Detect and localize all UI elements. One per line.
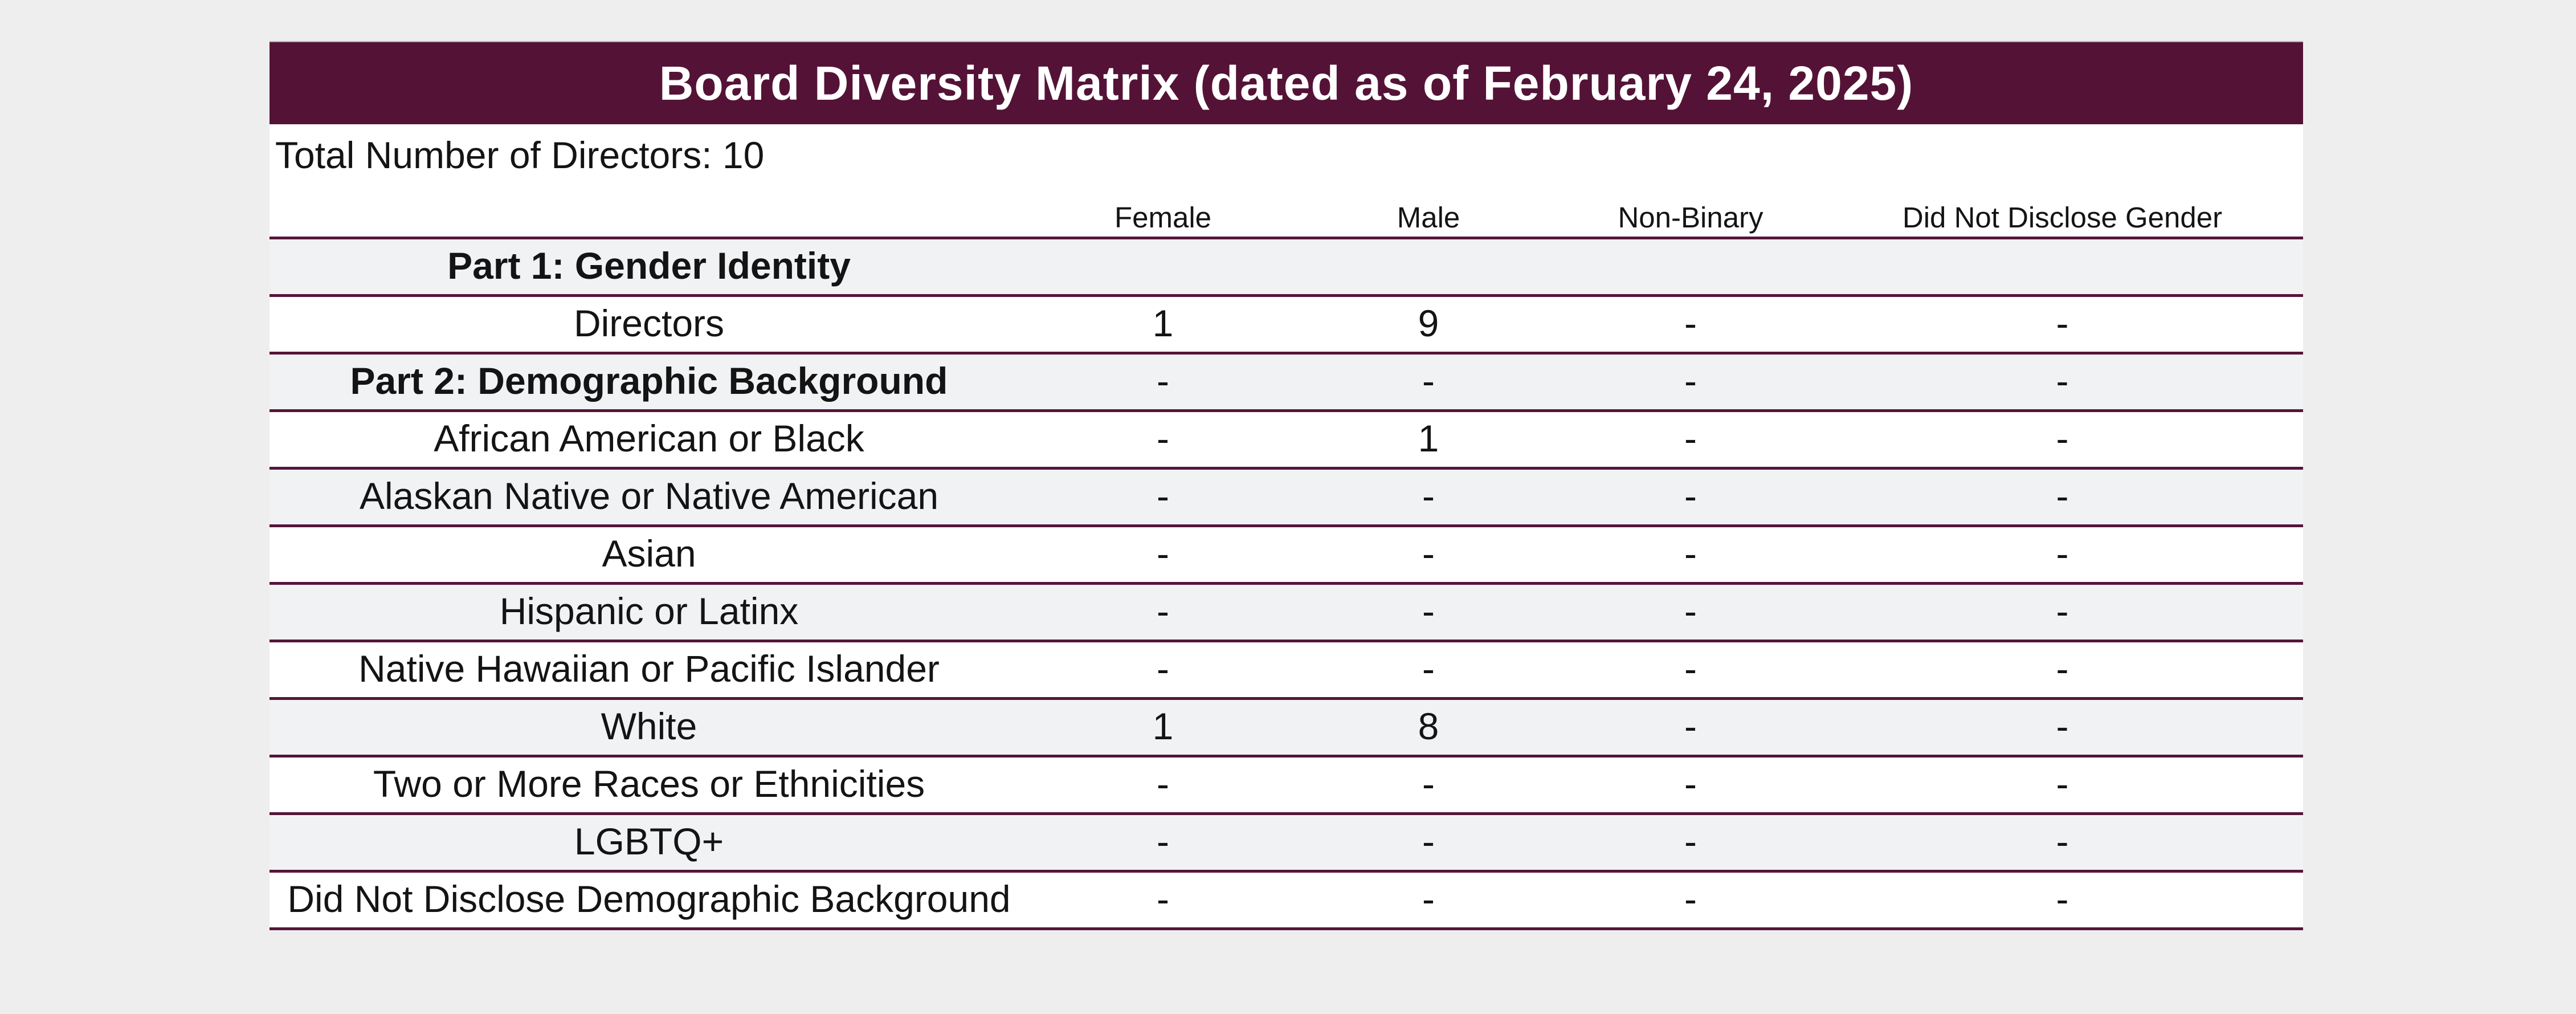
cell-female: 1 — [1028, 295, 1297, 355]
cell-male: - — [1297, 353, 1560, 412]
col-header-non-binary: Non-Binary — [1560, 178, 1822, 239]
col-header-did-not-disclose: Did Not Disclose Gender — [1822, 178, 2303, 239]
col-header-female: Female — [1028, 178, 1297, 239]
cell-female: - — [1028, 468, 1297, 527]
cell-did-not-disclose: - — [1822, 583, 2303, 642]
total-directors-line: Total Number of Directors: 10 — [270, 124, 2303, 178]
row-label: Part 2: Demographic Background — [270, 353, 1028, 412]
cell-non-binary: - — [1560, 468, 1822, 527]
cell-non-binary: - — [1560, 410, 1822, 470]
cell-male: - — [1297, 756, 1560, 815]
matrix-title: Board Diversity Matrix (dated as of Febr… — [659, 56, 1914, 110]
row-label: African American or Black — [270, 410, 1028, 470]
cell-female: - — [1028, 353, 1297, 412]
cell-non-binary: - — [1560, 641, 1822, 700]
cell-non-binary: - — [1560, 871, 1822, 930]
cell-did-not-disclose: - — [1822, 410, 2303, 470]
cell-female: - — [1028, 641, 1297, 700]
row-native-hawaiian-or-pacific-islander: Native Hawaiian or Pacific Islander - - … — [270, 641, 2303, 700]
row-label: White — [270, 698, 1028, 758]
row-label: Directors — [270, 295, 1028, 355]
cell-male: 8 — [1297, 698, 1560, 758]
col-header-male: Male — [1297, 178, 1560, 239]
cell-did-not-disclose: - — [1822, 468, 2303, 527]
cell-male: - — [1297, 871, 1560, 930]
cell-male: - — [1297, 813, 1560, 873]
cell-male — [1297, 238, 1560, 297]
cell-non-binary: - — [1560, 756, 1822, 815]
cell-female: - — [1028, 526, 1297, 585]
row-african-american-or-black: African American or Black - 1 - - — [270, 410, 2303, 470]
row-asian: Asian - - - - — [270, 526, 2303, 585]
row-label: Did Not Disclose Demographic Background — [270, 871, 1028, 930]
row-label: Two or More Races or Ethnicities — [270, 756, 1028, 815]
cell-did-not-disclose: - — [1822, 813, 2303, 873]
cell-non-binary: - — [1560, 813, 1822, 873]
diversity-matrix-table: Female Male Non-Binary Did Not Disclose … — [270, 178, 2303, 930]
cell-non-binary: - — [1560, 526, 1822, 585]
col-header-empty — [270, 178, 1028, 239]
cell-male: - — [1297, 526, 1560, 585]
cell-did-not-disclose: - — [1822, 295, 2303, 355]
row-did-not-disclose-demographic-background: Did Not Disclose Demographic Background … — [270, 871, 2303, 930]
cell-did-not-disclose: - — [1822, 756, 2303, 815]
cell-non-binary: - — [1560, 295, 1822, 355]
cell-did-not-disclose — [1822, 238, 2303, 297]
row-two-or-more-races-or-ethnicities: Two or More Races or Ethnicities - - - - — [270, 756, 2303, 815]
cell-non-binary: - — [1560, 353, 1822, 412]
row-white: White 1 8 - - — [270, 698, 2303, 758]
cell-female: - — [1028, 583, 1297, 642]
row-part1-gender-identity: Part 1: Gender Identity — [270, 238, 2303, 297]
cell-non-binary — [1560, 238, 1822, 297]
cell-did-not-disclose: - — [1822, 641, 2303, 700]
cell-female: - — [1028, 410, 1297, 470]
cell-male: - — [1297, 641, 1560, 700]
row-directors: Directors 1 9 - - — [270, 295, 2303, 355]
cell-non-binary: - — [1560, 698, 1822, 758]
row-hispanic-or-latinx: Hispanic or Latinx - - - - — [270, 583, 2303, 642]
cell-female: - — [1028, 756, 1297, 815]
row-alaskan-native-or-native-american: Alaskan Native or Native American - - - … — [270, 468, 2303, 527]
cell-male: 1 — [1297, 410, 1560, 470]
row-label: Part 1: Gender Identity — [270, 238, 1028, 297]
cell-female: 1 — [1028, 698, 1297, 758]
row-part2-demographic-background: Part 2: Demographic Background - - - - — [270, 353, 2303, 412]
board-diversity-matrix-card: Board Diversity Matrix (dated as of Febr… — [270, 41, 2303, 930]
cell-female — [1028, 238, 1297, 297]
cell-female: - — [1028, 871, 1297, 930]
cell-male: - — [1297, 468, 1560, 527]
row-label: Hispanic or Latinx — [270, 583, 1028, 642]
column-header-row: Female Male Non-Binary Did Not Disclose … — [270, 178, 2303, 239]
cell-did-not-disclose: - — [1822, 698, 2303, 758]
row-label: Asian — [270, 526, 1028, 585]
cell-did-not-disclose: - — [1822, 526, 2303, 585]
cell-female: - — [1028, 813, 1297, 873]
matrix-title-bar: Board Diversity Matrix (dated as of Febr… — [270, 41, 2303, 124]
cell-did-not-disclose: - — [1822, 871, 2303, 930]
cell-non-binary: - — [1560, 583, 1822, 642]
row-label: Alaskan Native or Native American — [270, 468, 1028, 527]
cell-male: 9 — [1297, 295, 1560, 355]
cell-male: - — [1297, 583, 1560, 642]
row-lgbtq-plus: LGBTQ+ - - - - — [270, 813, 2303, 873]
cell-did-not-disclose: - — [1822, 353, 2303, 412]
row-label: Native Hawaiian or Pacific Islander — [270, 641, 1028, 700]
row-label: LGBTQ+ — [270, 813, 1028, 873]
